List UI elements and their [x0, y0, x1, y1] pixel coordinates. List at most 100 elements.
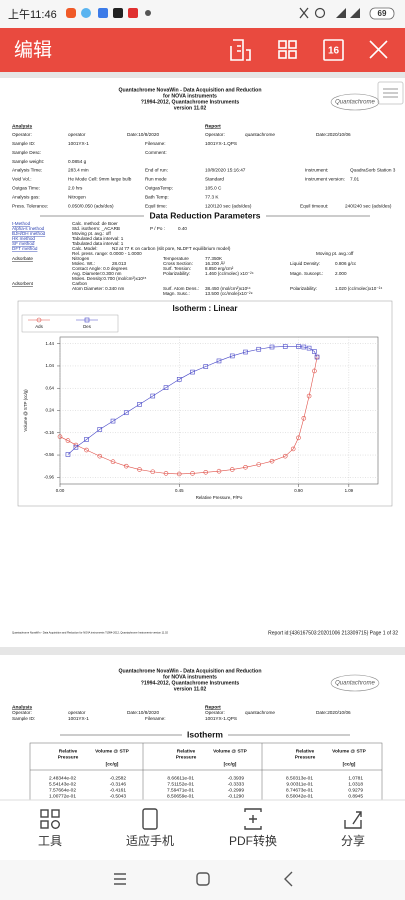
table-cell: -0.3939 — [228, 775, 245, 781]
y-tick-label: -0.16 — [44, 430, 55, 435]
param-text: Nitrogen — [72, 256, 90, 261]
method-link[interactable]: BJH/DH method — [12, 231, 46, 236]
info-text: Operator: — [12, 132, 32, 137]
method-link[interactable]: Alpha-s method — [12, 226, 45, 231]
table-cell: -0.3333 — [228, 781, 245, 787]
method-link[interactable]: DFT method — [12, 246, 38, 251]
info-text: End of run: — [145, 168, 168, 173]
column-unit: [cc/g] — [343, 761, 356, 767]
column-header: Pressure — [295, 754, 316, 760]
toolbar-button-label[interactable]: 工具 — [38, 834, 62, 848]
param-text: Magn. Susc.: — [163, 291, 190, 296]
toolbar-button-label[interactable]: 分享 — [341, 833, 365, 848]
app-title: 编辑 — [14, 39, 52, 61]
column-header: Relative — [59, 748, 78, 754]
param-text: Tabulated data interval: 1 — [72, 241, 124, 246]
param-text: 0.40 — [178, 226, 187, 231]
param-text: 28.013 — [112, 261, 126, 266]
param-text: 38.450 (mol/cm²)x10¹⁴ — [205, 286, 251, 291]
table-cell: 7.59471e-01 — [167, 787, 194, 793]
info-text: Bath Temp: — [145, 194, 169, 199]
data-point — [269, 458, 275, 464]
info-text: 1001YX-1 — [68, 716, 89, 721]
data-point — [269, 344, 275, 350]
param-text: Molec. Wt.: — [72, 261, 95, 266]
info-text: 0.050/0.050 (ads/des) — [68, 203, 114, 208]
toolbar-button-label[interactable]: 适应手机 — [126, 833, 174, 848]
data-point — [190, 369, 195, 375]
data-point — [306, 345, 312, 351]
param-text: Moving pt. avg.:off — [316, 251, 354, 256]
method-link[interactable]: t-Method — [12, 221, 31, 226]
legend-label: Des — [83, 324, 92, 329]
table-cell: 1.0318 — [348, 781, 363, 787]
header-line: version 11.02 — [174, 105, 207, 111]
column-header: Relative — [177, 748, 196, 754]
info-text: Analysis gas: — [12, 194, 40, 199]
data-point — [65, 438, 71, 443]
info-text: 105.0 C — [205, 186, 222, 191]
column-header: Volume @ STP — [95, 748, 129, 754]
pdf-page — [0, 655, 405, 800]
info-text: operator — [68, 132, 86, 137]
bottom-bar-icons[interactable] — [40, 808, 362, 830]
data-point — [229, 467, 235, 472]
section-label: Analysis — [12, 123, 32, 129]
y-tick-label: 0.64 — [45, 385, 54, 390]
param-text: Std. isotherm: _ACARB — [72, 226, 120, 231]
nav-bar — [0, 860, 405, 900]
method-link[interactable]: HK method — [12, 236, 35, 241]
info-text: 7.01 — [350, 177, 360, 182]
y-tick-label: -0.96 — [44, 474, 55, 479]
info-text: operator — [68, 710, 86, 715]
param-text: 16.200 Å² — [205, 260, 225, 266]
method-link[interactable]: SF method — [12, 241, 35, 246]
table-cell: 5.54143e-02 — [49, 781, 76, 787]
info-text: Date:2020/10/06 — [316, 710, 351, 715]
y-axis-label: Volume @ STP (cc/g) — [23, 389, 28, 432]
param-text: Calc. Model: — [72, 246, 98, 251]
table-cell: -0.2582 — [110, 775, 127, 781]
logo: Quantachrome — [335, 100, 375, 106]
param-text: 8.850 erg/cm² — [205, 266, 234, 271]
app-bar-icons[interactable] — [230, 39, 388, 61]
param-text: Atom Diameter: 0.340 nm — [72, 286, 125, 291]
logo-frame — [330, 674, 380, 692]
x-tick-label: 0.00 — [56, 488, 65, 493]
param-text: Moving pt. avg.: off — [72, 231, 111, 236]
info-text: Equil time: — [145, 203, 167, 208]
x-axis-label: Relative Pressure, P/Po — [196, 495, 243, 500]
param-text: 1.460 (cc/molec) x10⁻²⁴ — [205, 271, 254, 276]
logo-frame — [330, 93, 380, 111]
data-point — [301, 344, 307, 350]
nav-buttons[interactable] — [114, 871, 293, 887]
x-tick-label: 1.09 — [345, 488, 354, 493]
data-point — [123, 463, 129, 469]
table-title: Isotherm — [187, 729, 223, 739]
info-text: Run mode — [145, 177, 167, 182]
table-cell: -0.5043 — [110, 793, 127, 799]
param-text: Liquid Density: — [290, 261, 320, 266]
battery — [369, 7, 395, 20]
footer-right: Report id:{436167503:20201006 213309715}… — [268, 630, 398, 636]
info-text: 77.3 K — [205, 194, 219, 199]
table-cell: 8.50659e-01 — [167, 793, 194, 799]
menu-icon — [383, 88, 398, 98]
data-point — [312, 368, 317, 374]
data-point — [163, 385, 169, 390]
table-cell: 7.57664e-02 — [49, 787, 76, 793]
param-text: 2.000 — [335, 271, 347, 276]
table-cell: 0.8945 — [348, 793, 363, 799]
bottom-bar-cover — [0, 800, 405, 860]
param-text: Tabulated data interval: 1 — [72, 236, 124, 241]
toolbar-button-label[interactable]: PDF转换 — [229, 833, 277, 848]
data-point — [84, 437, 89, 442]
data-point — [57, 434, 63, 439]
info-text: quantachrome — [245, 710, 275, 715]
info-text: Filename: — [145, 716, 166, 721]
param-text: Magn. Suscept.: — [290, 271, 323, 276]
header-line: ?1994-2012, Quantachrome Instruments — [141, 680, 240, 686]
method-link: Adsorbate — [12, 256, 33, 261]
table-cell: 0.9279 — [348, 787, 363, 793]
column-header: Pressure — [58, 754, 79, 760]
